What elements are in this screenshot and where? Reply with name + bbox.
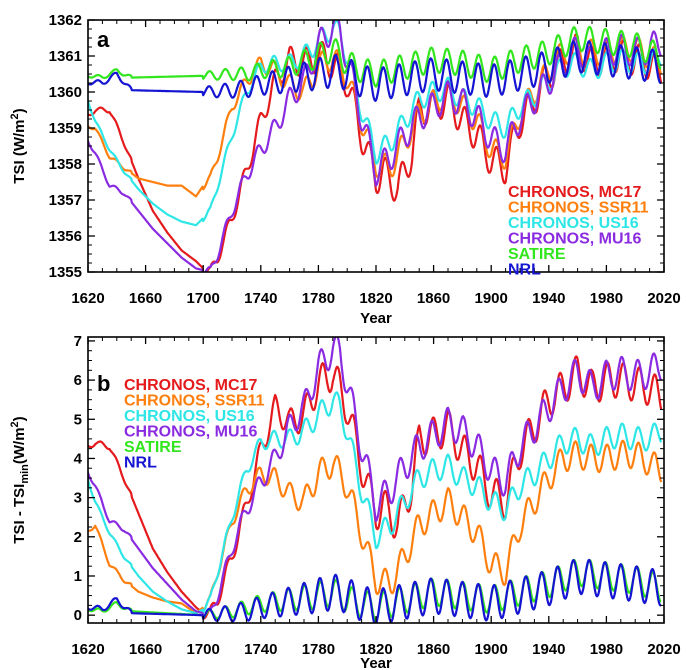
- x-tick-label: 1620: [71, 641, 104, 658]
- y-tick-label: 0: [74, 607, 82, 624]
- y-tick-label: 6: [74, 372, 82, 389]
- x-tick-label: 1740: [244, 641, 277, 658]
- series-line-nrl: [88, 558, 662, 623]
- x-tick-label: 1700: [187, 641, 220, 658]
- y-tick-label: 4: [74, 450, 83, 467]
- legend-entry: CHRONOS, SSR11: [124, 393, 265, 410]
- y-tick-label: 1360: [49, 84, 82, 101]
- y-axis-title-part: ): [11, 416, 28, 421]
- series-group: [88, 337, 663, 623]
- y-axis-title: TSI (W/m2): [9, 108, 28, 183]
- y-axis-title-part: min: [19, 464, 31, 484]
- legend-entry: SATIRE: [508, 246, 566, 263]
- series-line-chronos-ssr11: [88, 35, 663, 198]
- series-line-satire: [88, 558, 662, 623]
- y-tick-label: 1358: [49, 156, 82, 173]
- legend-entry: NRL: [508, 262, 541, 279]
- x-tick-label: 1860: [417, 290, 450, 307]
- x-tick-label: 1660: [129, 290, 162, 307]
- y-axis-title-part: 2: [9, 421, 21, 427]
- x-tick-label: 1940: [532, 290, 565, 307]
- y-tick-label: 1359: [49, 120, 82, 137]
- y-tick-label: 2: [74, 529, 82, 546]
- x-tick-label: 1620: [71, 290, 104, 307]
- x-tick-label: 1940: [532, 641, 565, 658]
- x-tick-label: 1900: [475, 290, 508, 307]
- x-tick-label: 1820: [359, 641, 392, 658]
- legend-entry: CHRONOS, MU16: [508, 231, 641, 248]
- x-tick-label: 1780: [302, 641, 335, 658]
- y-tick-label: 1355: [49, 264, 82, 281]
- y-axis-title-part: TSI - TSI: [11, 484, 28, 544]
- y-tick-label: 1357: [49, 192, 82, 209]
- legend-entry: CHRONOS, MU16: [124, 424, 257, 441]
- y-tick-label: 1362: [49, 12, 82, 29]
- x-tick-label: 2020: [647, 290, 680, 307]
- panel-label: a: [97, 27, 110, 52]
- y-tick-label: 7: [74, 333, 82, 350]
- y-axis-title-part: 2: [9, 113, 21, 119]
- y-axis-title-part: TSI (W/m: [11, 119, 28, 183]
- x-axis-title: Year: [360, 310, 392, 327]
- y-tick-label: 1356: [49, 228, 82, 245]
- x-tick-label: 1860: [417, 641, 450, 658]
- legend-entry: CHRONOS, US16: [508, 215, 639, 232]
- legend-entry: CHRONOS, US16: [124, 408, 255, 425]
- x-tick-label: 1980: [590, 641, 623, 658]
- legend-entry: CHRONOS, MC17: [508, 184, 641, 201]
- legend-entry: SATIRE: [124, 439, 182, 456]
- y-axis-title-part: (W/m: [11, 427, 28, 464]
- series-line-satire: [88, 25, 662, 88]
- y-axis-title-part: ): [11, 108, 28, 113]
- x-tick-label: 1820: [359, 290, 392, 307]
- series-line-chronos-us16: [88, 391, 663, 615]
- series-line-nrl: [88, 40, 662, 102]
- series-line-chronos-ssr11: [88, 439, 663, 615]
- y-tick-label: 3: [74, 490, 82, 507]
- series-line-chronos-mu16: [88, 337, 663, 619]
- panel-label: b: [97, 371, 110, 396]
- x-tick-label: 1780: [302, 290, 335, 307]
- y-axis-title: TSI - TSImin(W/m2): [9, 416, 31, 543]
- x-tick-label: 1660: [129, 641, 162, 658]
- series-group: [88, 20, 663, 272]
- y-tick-label: 1361: [49, 48, 82, 65]
- legend-entry: CHRONOS, MC17: [124, 377, 257, 394]
- x-tick-label: 1700: [187, 290, 220, 307]
- x-tick-label: 2020: [647, 641, 680, 658]
- legend-entry: NRL: [124, 455, 157, 472]
- panel-b: 1620 1660 1700 1740 1780 1820 1860 1900 1940 1980…: [9, 333, 681, 670]
- x-tick-label: 1740: [244, 290, 277, 307]
- y-tick-label: 5: [74, 411, 82, 428]
- y-tick-label: 1: [74, 568, 82, 585]
- x-tick-label: 1980: [590, 290, 623, 307]
- panel-a: 1620 1660 1700 1740 1780 1820 1860 1900 1940 1980…: [9, 12, 681, 327]
- x-axis-title: Year: [360, 655, 392, 670]
- legend-entry: CHRONOS, SSR11: [508, 200, 649, 217]
- x-tick-label: 1900: [475, 641, 508, 658]
